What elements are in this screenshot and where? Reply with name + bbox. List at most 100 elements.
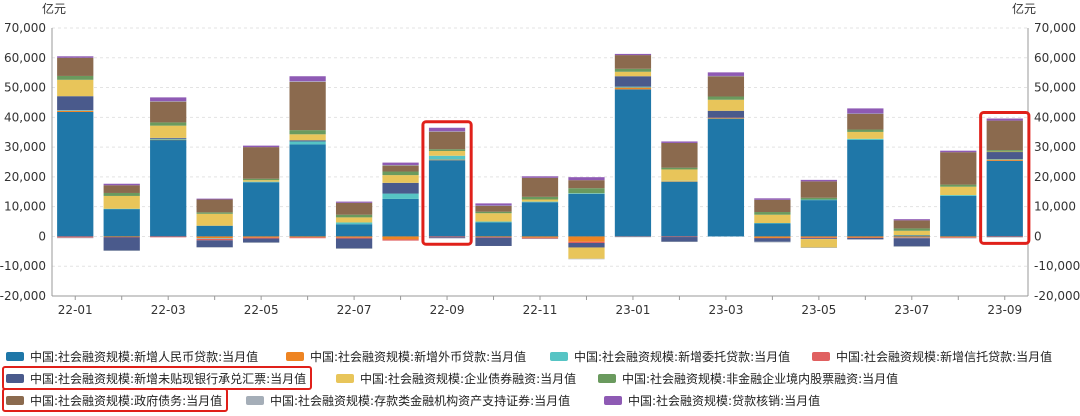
y-tick-label-right: 60,000 <box>1034 51 1076 65</box>
legend-item[interactable]: 中国:社会融资规模:非金融企业境内股票融资:当月值 <box>598 369 898 387</box>
bar-segment <box>150 139 187 141</box>
bar-segment <box>847 113 884 114</box>
legend-label: 中国:社会融资规模:新增委托贷款:当月值 <box>574 349 791 364</box>
bar-segment <box>568 241 605 243</box>
bar-segment <box>243 238 280 243</box>
bar-segment <box>382 198 419 237</box>
bar-segment <box>754 223 791 224</box>
y-tick-label-left: 50,000 <box>4 81 46 95</box>
bar-segment <box>614 71 652 77</box>
bar-segment <box>196 238 233 241</box>
x-tick-label: 23-03 <box>708 303 743 317</box>
bar-segment <box>568 193 605 194</box>
bar-segment <box>754 199 791 213</box>
bar-segment <box>847 108 884 114</box>
bar-segment <box>335 217 373 223</box>
y-tick-label-left: 20,000 <box>4 170 46 184</box>
bar-segment <box>382 171 419 176</box>
bar-segment <box>940 195 977 196</box>
bar-segment <box>428 160 466 237</box>
bar-segment <box>940 195 977 237</box>
bar-segment <box>707 118 745 120</box>
left-y-axis: -20,000 -10,000 0 10,000 20,000 30,000 40,000 5… <box>0 21 53 303</box>
bar-stack-23-08 <box>940 150 977 239</box>
bar-segment <box>847 129 884 132</box>
y-tick-label-right: 20,000 <box>1034 170 1076 184</box>
bar-stack-22-01 <box>57 56 94 239</box>
bar-segment <box>707 117 745 119</box>
bar-segment <box>661 180 698 182</box>
bar-segment <box>150 139 187 237</box>
bar-segment <box>103 237 140 238</box>
bar-segment <box>893 236 930 238</box>
bar-segment <box>847 131 884 139</box>
bar-segment <box>893 219 930 221</box>
bar-segment <box>57 96 94 111</box>
y-tick-label-right: 40,000 <box>1034 110 1076 124</box>
legend-item[interactable]: 中国:社会融资规模:新增外币贷款:当月值 <box>286 347 526 365</box>
y-tick-label-right: 0 <box>1034 229 1042 243</box>
legend-item[interactable]: 中国:社会融资规模:新增委托贷款:当月值 <box>550 347 790 365</box>
bar-segment <box>940 152 977 185</box>
y-tick-label-right: 10,000 <box>1034 200 1076 214</box>
bar-segment <box>800 238 837 240</box>
bar-stack-22-09 <box>428 127 466 239</box>
x-tick-label: 22-03 <box>151 303 186 317</box>
bar-segment <box>568 258 605 260</box>
x-tick-label: 22-01 <box>58 303 93 317</box>
bar-segment <box>986 236 1023 238</box>
bar-segment <box>243 180 280 182</box>
bar-segment <box>986 118 1023 121</box>
bar-segment <box>382 175 419 183</box>
bar-segment <box>800 181 837 198</box>
bar-segment <box>57 236 94 238</box>
y-tick-label-left: 10,000 <box>4 200 46 214</box>
legend-label: 中国:社会融资规模:新增外币贷款:当月值 <box>310 349 527 364</box>
bar-stack-23-07 <box>893 219 930 247</box>
bar-stack-22-02 <box>103 183 140 251</box>
bar-segment <box>428 127 466 132</box>
bar-segment <box>614 68 652 72</box>
bar-segment <box>614 53 652 56</box>
bar-segment <box>847 139 884 237</box>
bar-segment <box>335 201 373 203</box>
bar-segment <box>382 165 419 172</box>
bar-segment <box>986 160 1023 237</box>
bar-stack-23-01 <box>614 53 652 238</box>
bar-segment <box>57 110 94 112</box>
bar-stack-22-07 <box>335 201 373 249</box>
bar-segment <box>150 138 187 140</box>
bar-segment <box>568 236 605 242</box>
bar-segment <box>57 237 94 239</box>
legend-swatch <box>812 351 830 361</box>
bar-segment <box>428 159 466 161</box>
bar-segment <box>150 137 187 139</box>
legend-item[interactable]: 中国:社会融资规模:存款类金融机构资产支持证券:当月值 <box>246 391 570 409</box>
legend-label: 中国:社会融资规模:新增人民币贷款:当月值 <box>30 349 259 364</box>
bar-segment <box>428 149 466 151</box>
bar-segment <box>150 101 187 123</box>
bar-stack-22-05 <box>243 145 280 243</box>
bar-segment <box>986 159 1023 161</box>
bar-segment <box>707 117 745 119</box>
legend-item[interactable]: 中国:社会融资规模:企业债券融资:当月值 <box>336 369 576 387</box>
bar-stack-23-04 <box>754 198 791 243</box>
bar-segment <box>707 72 745 76</box>
bar-segment <box>986 150 1023 152</box>
highlight-box-22-09 <box>421 120 473 246</box>
legend-item[interactable]: 中国:社会融资规模:新增信托贷款:当月值 <box>812 347 1052 365</box>
bar-segment <box>893 238 930 247</box>
legend-item[interactable]: 中国:社会融资规模:政府债务:当月值 <box>6 391 222 409</box>
bar-segment <box>800 247 837 248</box>
y-tick-label-right: -20,000 <box>1034 289 1080 303</box>
bar-segment <box>986 237 1023 238</box>
bar-segment <box>847 237 884 239</box>
bar-stack-22-08 <box>382 162 419 241</box>
bar-segment <box>289 76 326 82</box>
legend-item[interactable]: 中国:社会融资规模:贷款核销:当月值 <box>604 391 820 409</box>
legend-item[interactable]: 中国:社会融资规模:新增未贴现银行承兑汇票:当月值 <box>6 369 306 387</box>
x-tick-label: 23-01 <box>616 303 651 317</box>
bar-segment <box>661 237 698 242</box>
chart: 亿元 亿元 -20,000 -10,000 0 10,000 20,000 30,000 4… <box>0 1 1080 317</box>
legend-item[interactable]: 中国:社会融资规模:新增人民币贷款:当月值 <box>6 347 258 365</box>
